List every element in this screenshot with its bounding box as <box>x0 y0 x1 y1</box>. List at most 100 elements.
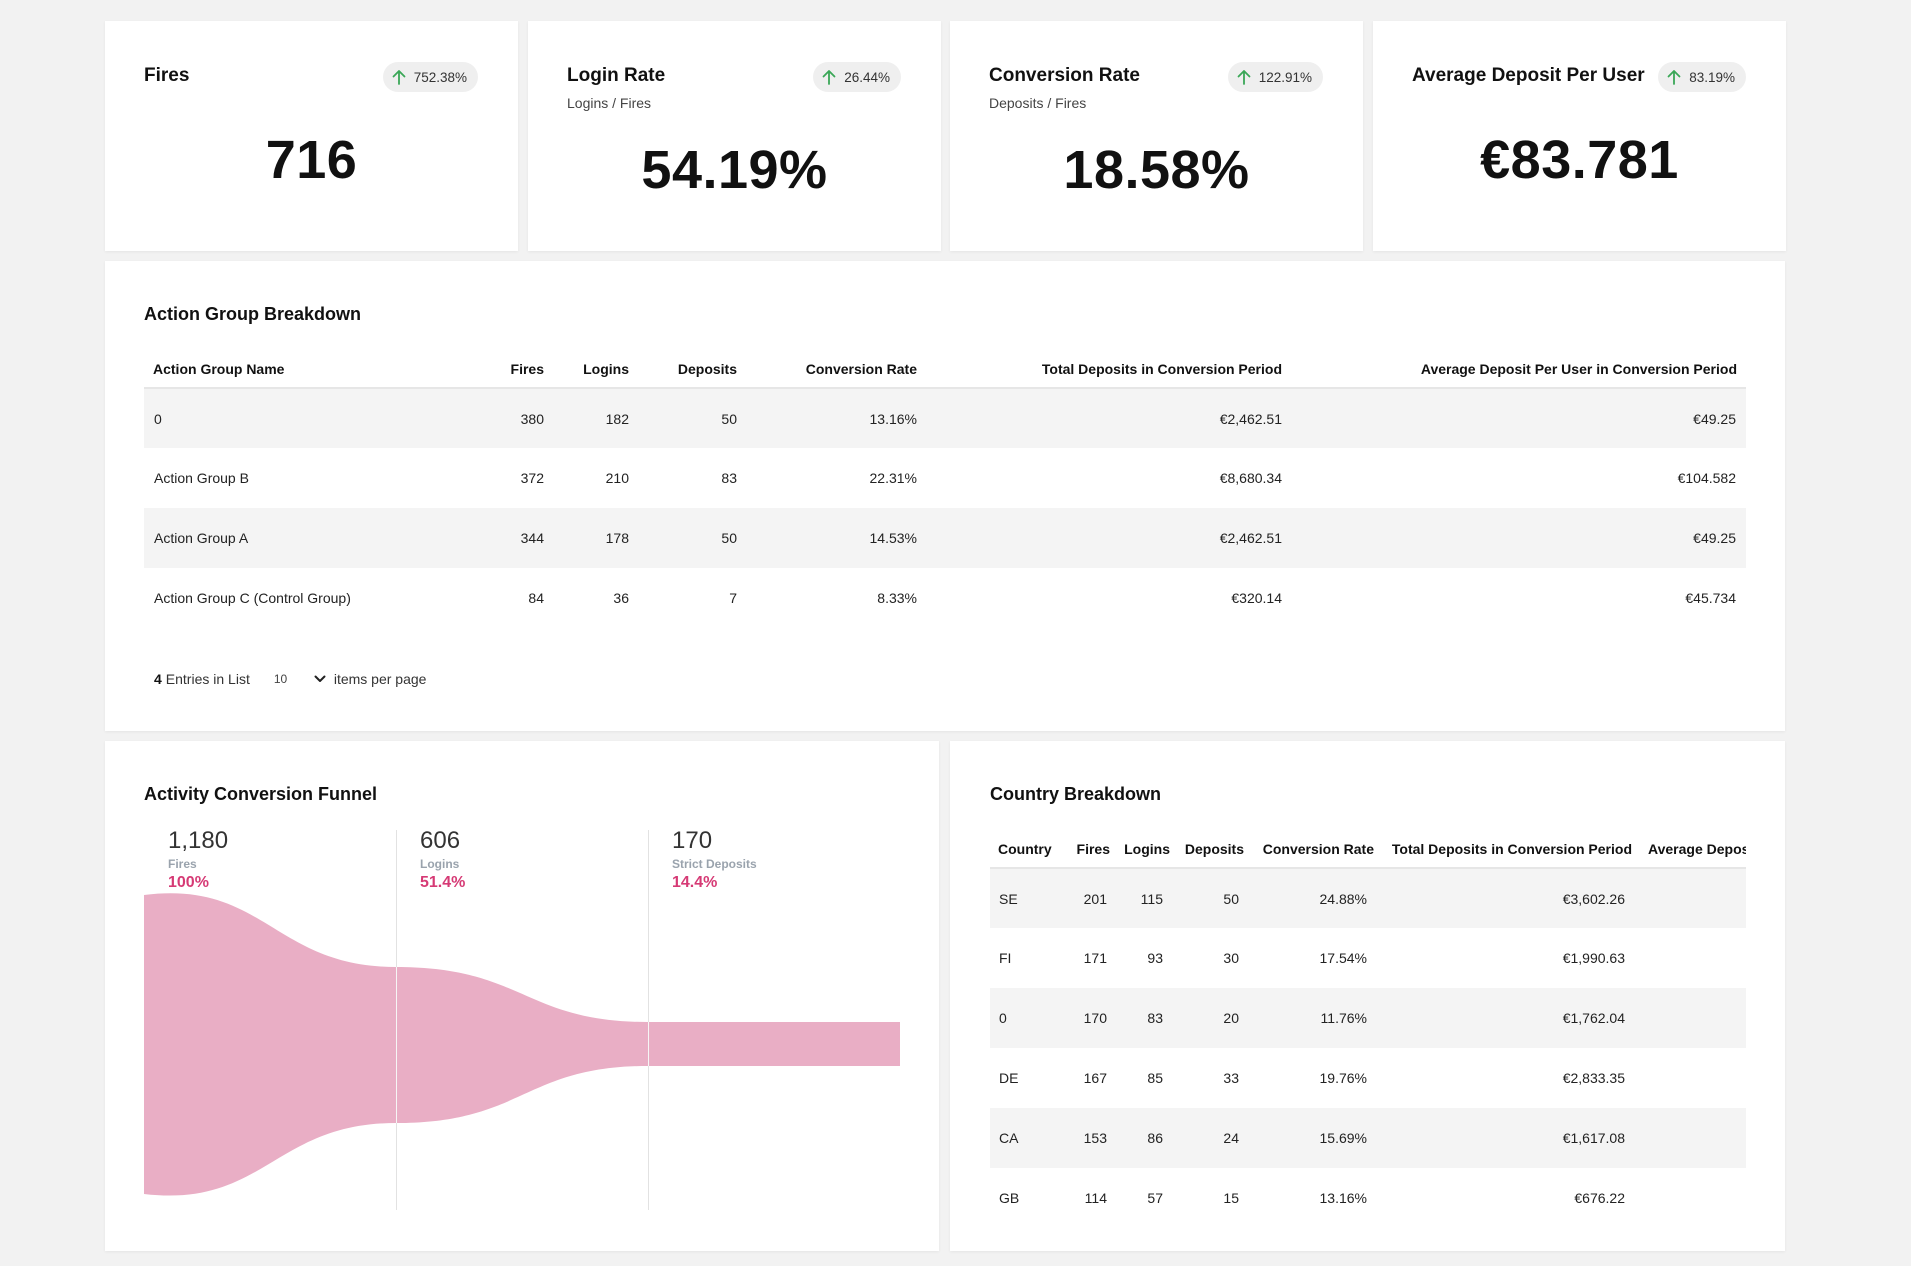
cell-name: 0 <box>154 410 162 427</box>
cell-conversion-rate: 15.69% <box>1319 1130 1367 1146</box>
kpi-title: Conversion Rate <box>989 65 1140 86</box>
cell-conversion-rate: 24.88% <box>1319 890 1367 907</box>
cell-country: GB <box>999 1190 1020 1206</box>
table-row[interactable]: Action Group A 344 178 50 14.53% €2,462.… <box>144 508 1746 568</box>
table-row[interactable]: SE 201 115 50 24.88% €3,602.26 <box>990 868 1746 928</box>
cell-average-deposit: €49.25 <box>1693 530 1736 546</box>
cell-logins: 86 <box>1147 1130 1163 1146</box>
arrow-up-icon <box>1237 70 1251 85</box>
table-row[interactable]: CA 153 86 24 15.69% €1,617.08 <box>990 1108 1746 1168</box>
cell-deposits: 50 <box>1223 890 1239 907</box>
column-header[interactable]: Deposits <box>639 350 747 389</box>
cell-fires: 84 <box>528 590 544 606</box>
arrow-up-icon <box>392 70 406 85</box>
country-table-scroll[interactable]: Country Fires Logins Deposits Conversion… <box>990 830 1746 1230</box>
cell-country: DE <box>999 1070 1019 1086</box>
kpi-value: 54.19% <box>641 140 828 200</box>
kpi-title: Average Deposit Per User <box>1412 65 1645 86</box>
column-header[interactable]: Average Deposit Per User in Conversion P… <box>1292 350 1746 389</box>
cell-fires: 380 <box>520 410 544 427</box>
cell-total-deposits: €1,617.08 <box>1562 1130 1625 1146</box>
cell-total-deposits: €2,462.51 <box>1219 530 1282 546</box>
column-header[interactable]: Action Group Name <box>144 350 474 389</box>
cell-conversion-rate: 17.54% <box>1319 950 1367 966</box>
page-size-select[interactable]: 10 <box>274 672 326 686</box>
cell-average-deposit: €104.582 <box>1677 470 1736 486</box>
entries-count: 4 <box>154 671 162 687</box>
pagination-footer: 4 Entries in List 10 items per page <box>154 671 426 687</box>
trend-badge-value: 752.38% <box>413 69 467 85</box>
funnel-stage-percent: 14.4% <box>672 874 718 891</box>
country-title: Country Breakdown <box>990 784 1162 804</box>
column-header[interactable]: Deposits <box>1173 830 1247 869</box>
action-group-title: Action Group Breakdown <box>144 304 362 324</box>
cell-fires: 201 <box>1083 890 1107 907</box>
cell-country: 0 <box>999 1010 1007 1026</box>
cell-deposits: 30 <box>1223 950 1239 966</box>
cell-average-deposit: €49.25 <box>1693 410 1736 427</box>
cell-deposits: 15 <box>1223 1190 1239 1206</box>
cell-fires: 114 <box>1084 1190 1107 1206</box>
cell-conversion-rate: 11.76% <box>1320 1010 1367 1026</box>
kpi-card-fires: Fires 752.38% 716 <box>105 21 518 251</box>
cell-total-deposits: €676.22 <box>1574 1190 1625 1206</box>
cell-deposits: 50 <box>721 410 737 427</box>
page-size-label: items per page <box>333 671 427 687</box>
table-row[interactable]: DE 167 85 33 19.76% €2,833.35 <box>990 1048 1746 1108</box>
cell-name: Action Group A <box>154 530 249 546</box>
cell-logins: 178 <box>605 530 629 546</box>
country-card <box>950 741 1785 1251</box>
cell-total-deposits: €320.14 <box>1231 590 1282 606</box>
column-header[interactable]: Country <box>990 830 1061 869</box>
column-header[interactable]: Logins <box>1113 830 1173 869</box>
cell-total-deposits: €2,833.35 <box>1562 1070 1625 1086</box>
cell-deposits: 83 <box>721 470 737 486</box>
column-header[interactable]: Fires <box>1061 830 1113 869</box>
column-header[interactable]: Conversion Rate <box>1247 830 1377 869</box>
action-group-card <box>105 261 1785 731</box>
table-header-row: Country Fires Logins Deposits Conversion… <box>990 830 1746 869</box>
funnel-shape <box>144 893 900 1196</box>
cell-deposits: 7 <box>729 590 737 606</box>
action-group-table: Action Group Name Fires Logins Deposits … <box>144 350 1746 628</box>
table-row[interactable]: FI 171 93 30 17.54% €1,990.63 <box>990 928 1746 988</box>
table-row[interactable]: GB 114 57 15 13.16% €676.22 <box>990 1168 1746 1228</box>
funnel-stage-value: 170 <box>672 827 713 854</box>
column-header[interactable]: Conversion Rate <box>747 350 927 389</box>
table-row[interactable]: 0 380 182 50 13.16% €2,462.51 €49.25 <box>144 388 1746 448</box>
kpi-title: Login Rate <box>567 65 666 86</box>
table-row[interactable]: Action Group B 372 210 83 22.31% €8,680.… <box>144 448 1746 508</box>
column-header[interactable]: Average Deposi <box>1635 830 1746 869</box>
kpi-value: 716 <box>265 130 358 190</box>
cell-logins: 83 <box>1147 1010 1163 1026</box>
column-header[interactable]: Total Deposits in Conversion Period <box>1377 830 1635 869</box>
kpi-value: €83.781 <box>1480 130 1679 190</box>
table-row[interactable]: 0 170 83 20 11.76% €1,762.04 <box>990 988 1746 1048</box>
cell-conversion-rate: 13.16% <box>1319 1190 1367 1206</box>
cell-name: Action Group B <box>154 470 249 486</box>
cell-logins: 115 <box>1140 890 1163 907</box>
column-header[interactable]: Logins <box>554 350 639 389</box>
cell-logins: 85 <box>1147 1070 1163 1086</box>
cell-average-deposit <box>1635 868 1746 928</box>
column-header[interactable]: Fires <box>474 350 554 389</box>
funnel-title: Activity Conversion Funnel <box>144 784 378 804</box>
cell-country: SE <box>999 890 1018 907</box>
cell-logins: 182 <box>605 410 629 427</box>
cell-country: FI <box>999 950 1012 966</box>
cell-average-deposit <box>1635 1048 1746 1108</box>
kpi-card-login-rate: Login Rate Logins / Fires 26.44% 54.19% <box>528 21 941 251</box>
trend-badge: 122.91% <box>1227 62 1323 92</box>
table-row[interactable]: Action Group C (Control Group) 84 36 7 8… <box>144 568 1746 628</box>
trend-badge-value: 83.19% <box>1689 69 1735 85</box>
arrow-up-icon <box>1667 70 1681 85</box>
funnel-stage-percent: 100% <box>168 874 209 891</box>
column-header[interactable]: Total Deposits in Conversion Period <box>927 350 1292 389</box>
cell-total-deposits: €1,762.04 <box>1562 1010 1625 1026</box>
cell-average-deposit <box>1635 1108 1746 1168</box>
country-table: Country Fires Logins Deposits Conversion… <box>990 830 1746 1228</box>
cell-average-deposit <box>1635 988 1746 1048</box>
cell-average-deposit <box>1635 1168 1746 1228</box>
cell-fires: 372 <box>520 470 544 486</box>
funnel-stage-value: 606 <box>420 827 461 854</box>
